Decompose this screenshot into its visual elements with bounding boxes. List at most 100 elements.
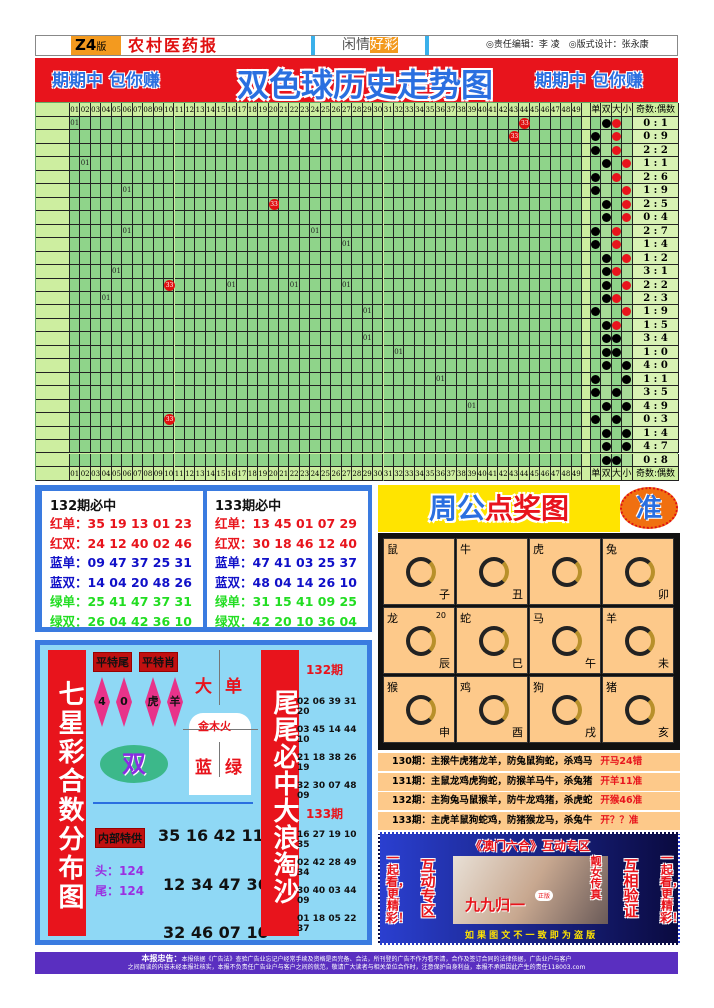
grid-cell <box>174 318 185 333</box>
grid-cell <box>226 359 238 373</box>
zodiac-name: 猪 <box>606 681 617 694</box>
grid-cell <box>362 440 374 454</box>
column-number: 48 <box>561 466 572 481</box>
odd-even-ratio: 0 : 8 <box>633 453 679 467</box>
grid-cell <box>519 130 530 144</box>
spacer <box>582 184 591 198</box>
grid-cell <box>519 143 530 158</box>
grid-cell <box>258 265 269 279</box>
picks-line: 蓝双：48 04 14 26 10 <box>215 573 360 593</box>
stat-cell <box>601 318 612 333</box>
grid-cell <box>446 453 457 467</box>
grid-cell <box>446 399 457 414</box>
grid-cell <box>101 413 112 427</box>
grid-cell <box>90 157 102 171</box>
grid-cell <box>331 265 342 279</box>
row-label <box>36 305 70 319</box>
grid-cell <box>111 117 123 131</box>
grid-cell <box>414 359 426 373</box>
zodiac-number: 20 <box>435 611 446 620</box>
grid-cell <box>540 426 551 441</box>
big-small-dot <box>611 415 621 425</box>
grid-cell <box>80 426 91 441</box>
grid-cell <box>519 170 530 185</box>
footer-line-2: 之间商谈的内容未经本报社核实，本报不负责任广告业户与客户之间的就范，敬请广大读者… <box>127 964 586 971</box>
spacer <box>582 238 591 252</box>
grid-cell <box>561 265 572 279</box>
divider <box>219 742 220 777</box>
edition-label: Z4版 <box>71 36 121 55</box>
grid-cell <box>404 238 415 252</box>
blue-label: 蓝 <box>195 758 212 778</box>
grid-cell <box>498 359 509 373</box>
grid-cell <box>258 238 269 252</box>
grid-cell: 01 <box>341 238 353 252</box>
grid-cell <box>488 345 499 360</box>
grid-cell <box>279 426 290 441</box>
grid-cell <box>341 318 353 333</box>
grid-cell <box>571 413 583 427</box>
grid-cell <box>456 170 468 185</box>
grid-cell <box>446 197 457 212</box>
grid-cell <box>341 130 353 144</box>
footer-line-1: 本报依据《广告法》查验广告业忘记户经常手续及资格是否完备、合法，所刊登的广告不作… <box>181 956 572 963</box>
grid-cell <box>153 238 165 252</box>
grid-cell <box>456 265 468 279</box>
grid-cell <box>571 305 583 319</box>
picks-label: 蓝双： <box>50 574 88 590</box>
grid-cell <box>90 251 102 266</box>
grid-cell <box>435 426 447 441</box>
grid-cell <box>435 305 447 319</box>
grid-cell <box>383 251 394 266</box>
column-number: 02 <box>80 103 91 117</box>
grid-cell <box>132 426 144 441</box>
grid-cell <box>320 372 332 387</box>
grid-cell <box>237 372 248 387</box>
grid-cell <box>90 386 102 400</box>
spacer <box>582 170 591 185</box>
grid-cell <box>237 278 248 292</box>
stat-cell <box>622 224 633 239</box>
grid-cell <box>279 184 290 198</box>
grid-cell <box>508 184 520 198</box>
grid-cell <box>122 265 133 279</box>
grid-cell <box>519 426 530 441</box>
odd-even-ratio: 2 : 3 <box>633 291 679 306</box>
zodiac-cell: 鸡酉 <box>456 676 528 743</box>
grid-cell <box>70 399 81 414</box>
spacer <box>582 305 591 319</box>
grid-cell <box>258 453 269 467</box>
grid-cell <box>362 372 374 387</box>
grid-cell <box>331 224 342 239</box>
grid-cell <box>456 359 468 373</box>
grid-cell <box>383 238 394 252</box>
grid-cell <box>70 278 81 292</box>
picks-line: 蓝单：47 41 03 25 37 <box>215 553 360 573</box>
grid-cell <box>90 372 102 387</box>
grid-cell <box>90 197 102 212</box>
grid-cell <box>352 197 363 212</box>
stat-cell <box>611 453 623 467</box>
picks-numbers: 30 18 46 12 40 <box>252 535 357 551</box>
stat-cell <box>622 359 633 373</box>
grid-cell <box>435 332 447 346</box>
ad-banner[interactable]: 《澳门六合》互动专区 一起看，更精彩！ 互动专区 九九归一 正版 靓女传真 互相… <box>378 832 684 945</box>
grid-cell <box>550 157 562 171</box>
ad-title: 《澳门六合》互动专区 <box>469 839 590 853</box>
grid-cell <box>383 332 394 346</box>
row-label <box>36 224 70 239</box>
grid-cell <box>226 453 238 467</box>
grid-cell <box>446 238 457 252</box>
grid-cell <box>195 143 206 158</box>
grid-cell <box>362 318 374 333</box>
grid-cell <box>393 372 405 387</box>
grid-cell <box>122 318 133 333</box>
grid-cell <box>195 332 206 346</box>
stat-cell <box>611 130 623 144</box>
grid-cell <box>373 157 384 171</box>
spacer <box>582 103 591 117</box>
grid-cell <box>195 359 206 373</box>
column-number: 11 <box>174 466 185 481</box>
grid-cell <box>540 170 551 185</box>
grid-cell <box>373 170 384 185</box>
